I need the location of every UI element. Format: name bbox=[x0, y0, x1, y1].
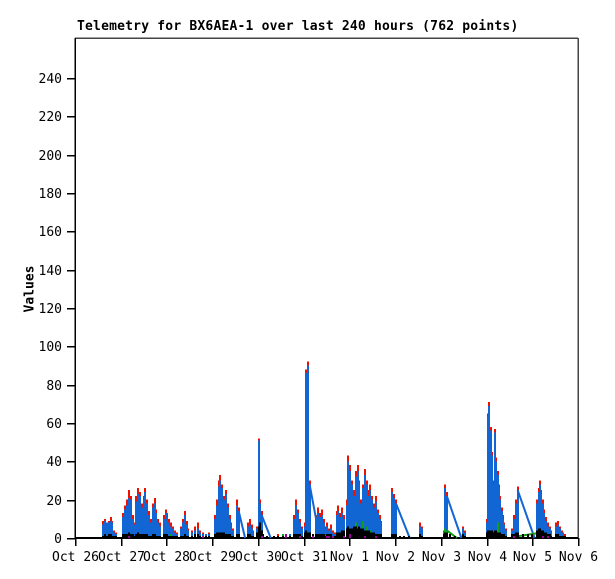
x-tick-label: Nov 6 bbox=[559, 550, 598, 565]
ramp-blue bbox=[445, 495, 463, 539]
y-tick-label: 240 bbox=[39, 72, 62, 87]
x-tick-label: Oct 30 bbox=[235, 550, 282, 565]
y-tick-label: 120 bbox=[39, 302, 62, 317]
y-tick-label: 180 bbox=[39, 187, 62, 202]
y-tick-label: 0 bbox=[54, 532, 62, 547]
y-tick-label: 80 bbox=[46, 379, 62, 394]
y-tick-label: 200 bbox=[39, 149, 62, 164]
ramp-blue bbox=[237, 510, 247, 539]
y-tick-label: 160 bbox=[39, 225, 62, 240]
y-axis-label: Values bbox=[22, 265, 38, 313]
ramp-blue bbox=[260, 514, 272, 539]
x-tick-label: Nov 5 bbox=[513, 550, 552, 565]
y-tick-label: 220 bbox=[39, 110, 62, 125]
ramp-blue bbox=[395, 503, 411, 539]
ramp-blue bbox=[516, 489, 536, 539]
x-tick-label: Oct 28 bbox=[143, 550, 190, 565]
chart-title: Telemetry for BX6AEA-1 over last 240 hou… bbox=[77, 19, 519, 34]
x-tick-label: Nov 3 bbox=[422, 550, 461, 565]
y-tick-label: 140 bbox=[39, 264, 62, 279]
x-tick-label: Oct 29 bbox=[189, 550, 236, 565]
x-tick-label: Nov 4 bbox=[468, 550, 507, 565]
x-tick-label: Oct 27 bbox=[98, 550, 145, 565]
ramp-blue bbox=[308, 484, 321, 539]
x-tick-label: Oct 31 bbox=[281, 550, 328, 565]
y-tick-label: 60 bbox=[46, 417, 62, 432]
x-tick-label: Nov 2 bbox=[376, 550, 415, 565]
x-tick-label: Oct 26 bbox=[52, 550, 99, 565]
x-tick-label: Nov 1 bbox=[330, 550, 369, 565]
y-tick-label: 40 bbox=[46, 455, 62, 470]
y-tick-label: 100 bbox=[39, 340, 62, 355]
y-tick-label: 20 bbox=[46, 494, 62, 509]
